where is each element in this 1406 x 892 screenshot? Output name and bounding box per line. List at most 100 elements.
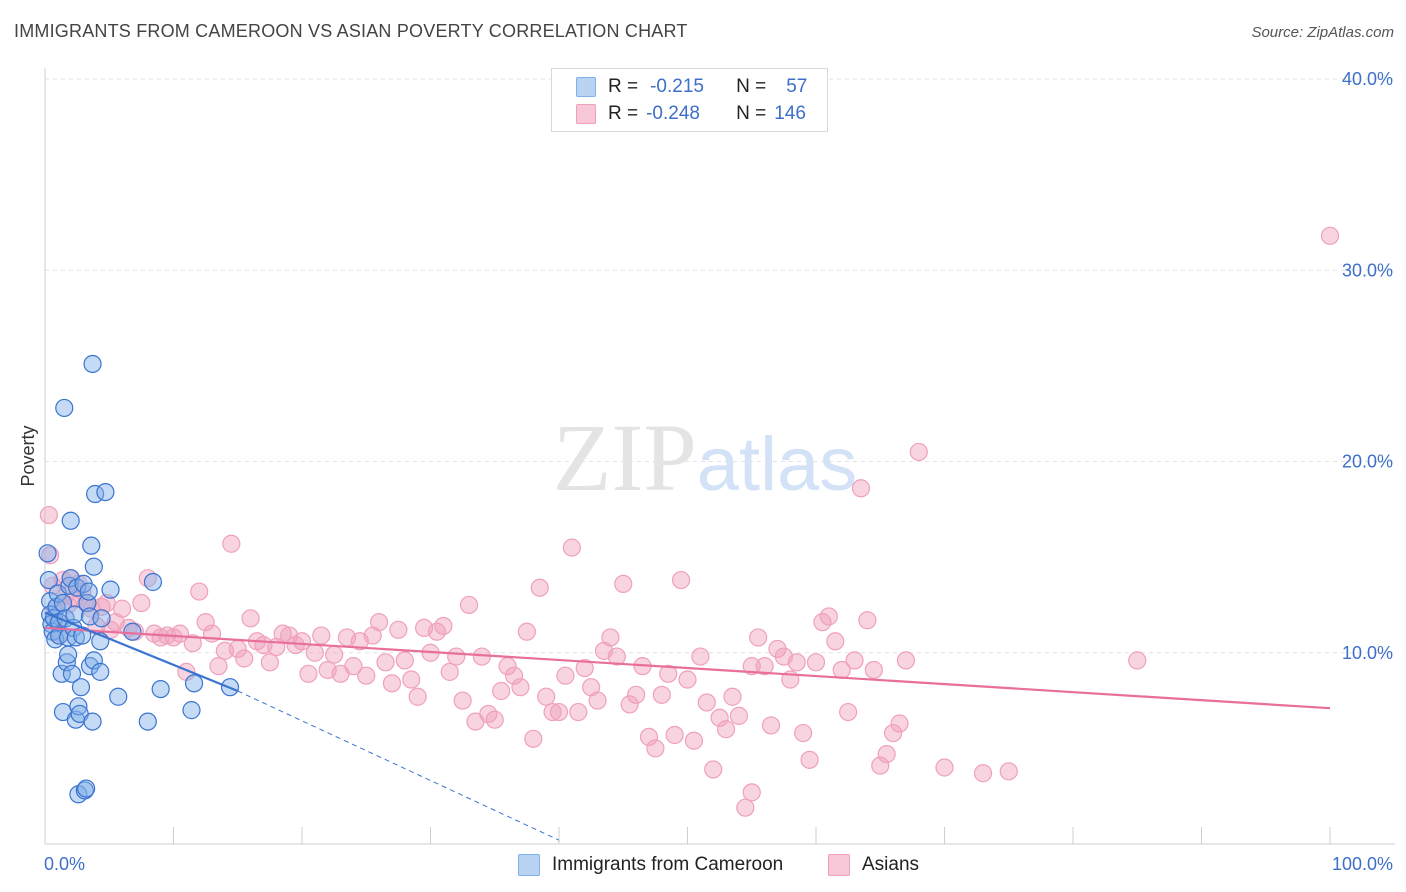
legend-n-value: 146 <box>774 103 806 124</box>
data-point <box>59 645 78 664</box>
data-point <box>96 483 115 502</box>
data-point <box>626 685 646 704</box>
data-point <box>370 613 389 632</box>
bottom-legend-asians: Asians <box>828 852 919 878</box>
data-point <box>871 756 890 775</box>
data-point <box>84 651 103 670</box>
data-point <box>53 593 73 613</box>
data-point <box>184 674 204 693</box>
data-point <box>665 725 684 745</box>
data-point <box>485 710 504 729</box>
data-point <box>511 678 530 697</box>
data-point <box>530 578 549 597</box>
correlation-legend: R = -0.215 N = 57 R = -0.248 N = 146 <box>551 68 828 132</box>
data-point <box>614 574 633 594</box>
grid-lines <box>45 78 1395 654</box>
data-point <box>935 758 954 777</box>
data-point <box>52 664 71 683</box>
data-point <box>376 653 395 672</box>
data-point <box>39 570 58 590</box>
data-point <box>973 764 993 783</box>
data-point <box>800 750 819 769</box>
legend-r-value: -0.248 <box>646 103 700 124</box>
bottom-legend-label: Asians <box>862 854 920 875</box>
data-point <box>601 628 620 647</box>
data-point <box>716 720 736 739</box>
data-point <box>620 695 639 714</box>
data-point <box>787 653 806 672</box>
data-point <box>112 599 132 618</box>
data-point <box>190 582 209 601</box>
source-label: Source: ZipAtlas.com <box>1251 24 1394 41</box>
data-point <box>143 572 163 592</box>
data-point <box>182 701 201 720</box>
data-point <box>57 653 76 672</box>
legend-r-label: R = <box>608 76 639 97</box>
data-point <box>671 570 691 590</box>
tick-labels: 10.0% 20.0% 30.0% 40.0% 0.0% 100.0% <box>44 69 1393 874</box>
data-point <box>357 666 376 685</box>
data-point <box>92 609 111 628</box>
data-point <box>459 595 479 615</box>
data-point <box>517 622 536 641</box>
data-point <box>839 702 858 722</box>
data-point <box>697 693 716 712</box>
data-point <box>196 613 215 632</box>
data-point <box>704 760 723 779</box>
data-point <box>389 620 408 639</box>
blue-legend-swatch <box>518 854 540 876</box>
axes <box>44 68 1395 845</box>
legend-r-value: -0.215 <box>650 76 704 97</box>
y-axis-title: Poverty <box>18 425 38 486</box>
asians-trend-line <box>44 626 1331 710</box>
data-point <box>883 723 903 743</box>
trend-lines <box>44 611 1331 841</box>
data-point <box>55 398 74 418</box>
data-point <box>556 666 575 685</box>
data-point <box>222 534 241 553</box>
data-point <box>504 666 524 685</box>
data-point <box>69 697 88 716</box>
data-point <box>909 442 928 462</box>
data-point <box>761 716 781 735</box>
data-point <box>78 593 97 613</box>
data-point <box>691 647 710 666</box>
data-point <box>41 546 60 565</box>
data-point <box>684 731 704 750</box>
data-point <box>819 607 838 626</box>
legend-r-label: R = <box>608 103 639 124</box>
data-point <box>305 643 324 662</box>
data-point <box>71 678 91 697</box>
data-point <box>170 624 190 643</box>
data-point <box>639 727 659 747</box>
data-point <box>260 653 279 672</box>
data-point <box>736 798 755 817</box>
data-point <box>82 536 101 555</box>
data-point <box>543 702 562 722</box>
data-point <box>434 616 453 636</box>
asians-points <box>39 226 1340 817</box>
legend-row-asians: R = -0.248 N = 146 <box>576 101 806 127</box>
data-point <box>652 685 671 704</box>
data-point <box>132 593 151 613</box>
legend-n-label: N = <box>736 76 767 97</box>
data-point <box>453 691 472 710</box>
data-point <box>742 657 761 676</box>
data-point <box>123 622 142 641</box>
data-point <box>646 739 665 758</box>
y-tick-label: 30.0% <box>1342 260 1393 280</box>
data-point <box>325 645 344 664</box>
data-point <box>299 664 318 683</box>
data-point <box>562 538 581 557</box>
pink-swatch <box>576 104 596 124</box>
legend-n-label: N = <box>736 103 767 124</box>
legend-n-value: 57 <box>786 76 808 97</box>
blue-swatch <box>576 77 596 97</box>
data-point <box>77 779 96 798</box>
bottom-legend-cameroon: Immigrants from Cameroon <box>518 852 783 878</box>
data-point <box>896 651 916 670</box>
data-point <box>877 745 896 764</box>
data-point <box>235 649 254 668</box>
data-point <box>65 605 84 624</box>
